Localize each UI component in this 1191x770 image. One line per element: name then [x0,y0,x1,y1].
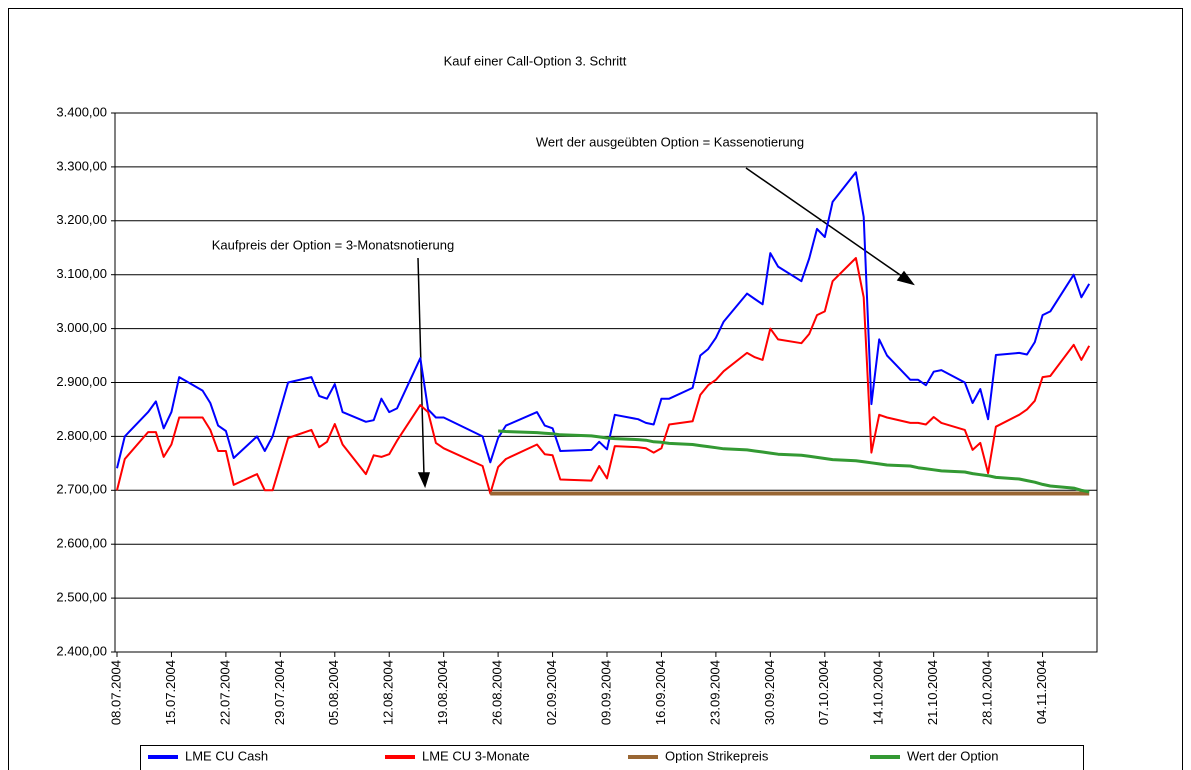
x-tick-label: 09.09.2004 [598,660,613,725]
x-tick-label: 28.10.2004 [980,660,995,725]
y-tick-label: 3.100,00 [56,266,107,281]
x-tick-label: 05.08.2004 [326,660,341,725]
x-tick-label: 19.08.2004 [435,660,450,725]
chart-border [8,8,1183,770]
y-tick-label: 3.300,00 [56,158,107,173]
x-tick-label: 07.10.2004 [816,660,831,725]
arrow-head [417,472,431,489]
y-tick-label: 3.200,00 [56,212,107,227]
y-tick-label: 2.800,00 [56,428,107,443]
annotation: Kaufpreis der Option = 3-Monatsnotierung [212,237,454,252]
x-tick-label: 21.10.2004 [925,660,940,725]
y-tick-label: 2.400,00 [56,643,107,658]
x-tick-label: 23.09.2004 [707,660,722,725]
y-tick-label: 2.900,00 [56,374,107,389]
x-tick-label: 02.09.2004 [544,660,559,725]
y-tick-label: 3.000,00 [56,320,107,335]
y-tick-label: 2.700,00 [56,482,107,497]
x-tick-label: 30.09.2004 [762,660,777,725]
x-tick-label: 04.11.2004 [1034,660,1049,724]
y-tick-label: 2.500,00 [56,590,107,605]
series-line [116,171,1091,469]
legend-label: LME CU 3-Monate [422,748,530,763]
legend-label: Option Strikepreis [665,748,769,763]
x-tick-label: 08.07.2004 [108,660,123,725]
annotation: Wert der ausgeübten Option = Kassenotier… [536,134,804,149]
x-tick-label: 22.07.2004 [217,660,232,725]
x-tick-label: 16.09.2004 [653,660,668,725]
x-tick-label: 14.10.2004 [871,660,886,725]
series-line [116,257,1091,495]
legend-label: Wert der Option [907,748,999,763]
x-tick-label: 29.07.2004 [272,660,287,725]
x-tick-label: 26.08.2004 [490,660,505,725]
plot-area [114,112,1098,653]
x-tick-label: 12.08.2004 [381,660,396,725]
y-tick-label: 3.400,00 [56,104,107,119]
y-tick-label: 2.600,00 [56,536,107,551]
series-line [498,429,1090,494]
chart-title: Kauf einer Call-Option 3. Schritt [444,53,627,68]
legend-label: LME CU Cash [185,748,268,763]
x-tick-label: 15.07.2004 [163,660,178,725]
legend-box [140,745,1084,770]
arrow [745,167,907,280]
